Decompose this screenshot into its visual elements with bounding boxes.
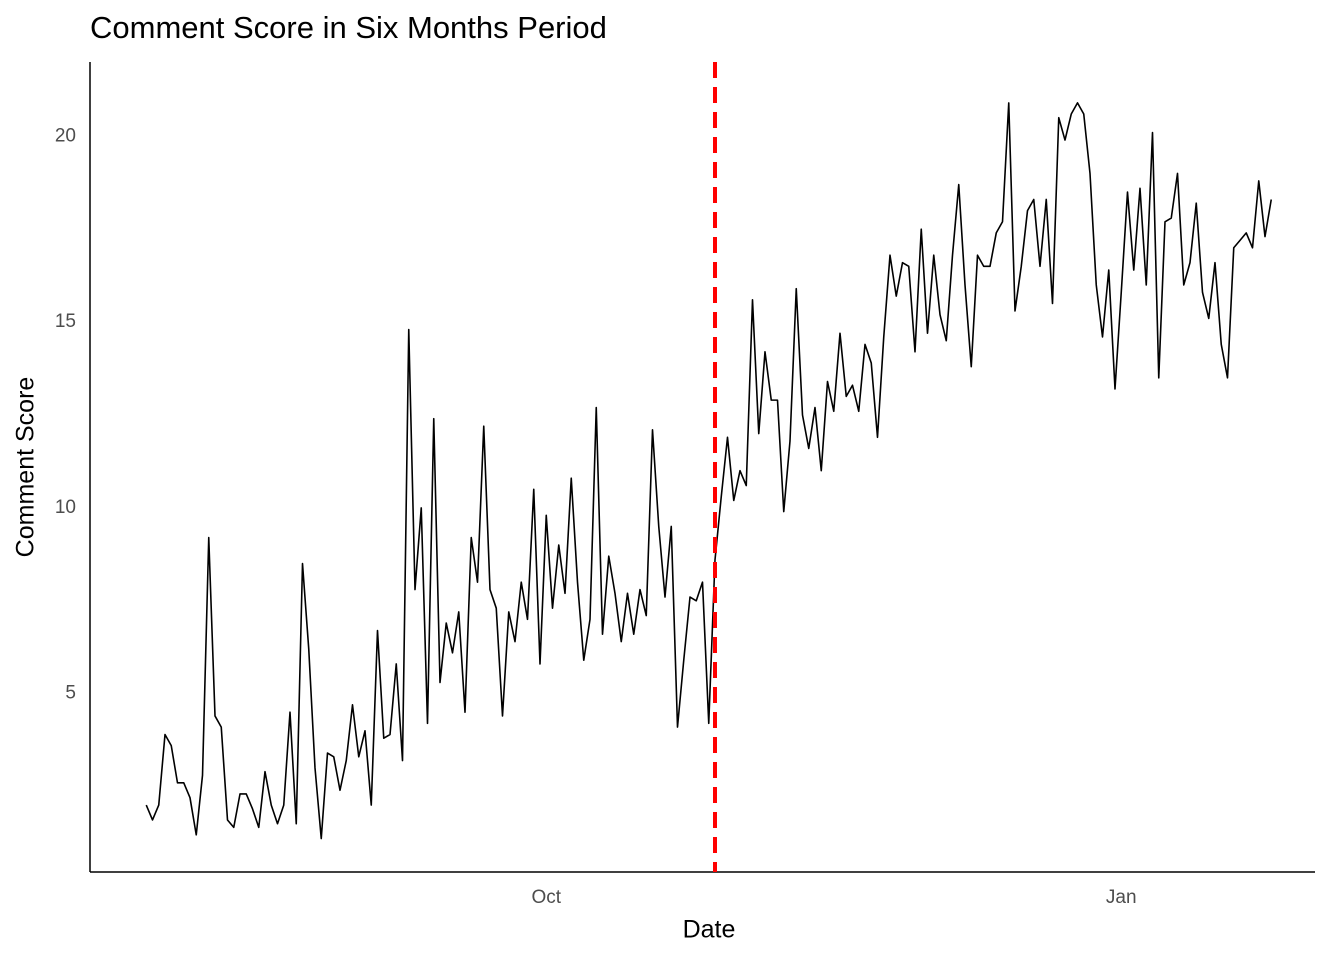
y-tick-label: 15	[55, 311, 76, 332]
x-tick-label: Oct	[531, 887, 561, 908]
x-axis-label: Date	[683, 916, 736, 944]
chart-title: Comment Score in Six Months Period	[90, 10, 607, 45]
y-tick-label: 20	[55, 125, 76, 146]
data-line	[145, 102, 1273, 840]
x-tick-label: Jan	[1106, 887, 1137, 908]
y-tick-label: 5	[65, 683, 76, 704]
y-axis-label: Comment Score	[12, 377, 40, 558]
y-tick-label: 10	[55, 497, 76, 518]
